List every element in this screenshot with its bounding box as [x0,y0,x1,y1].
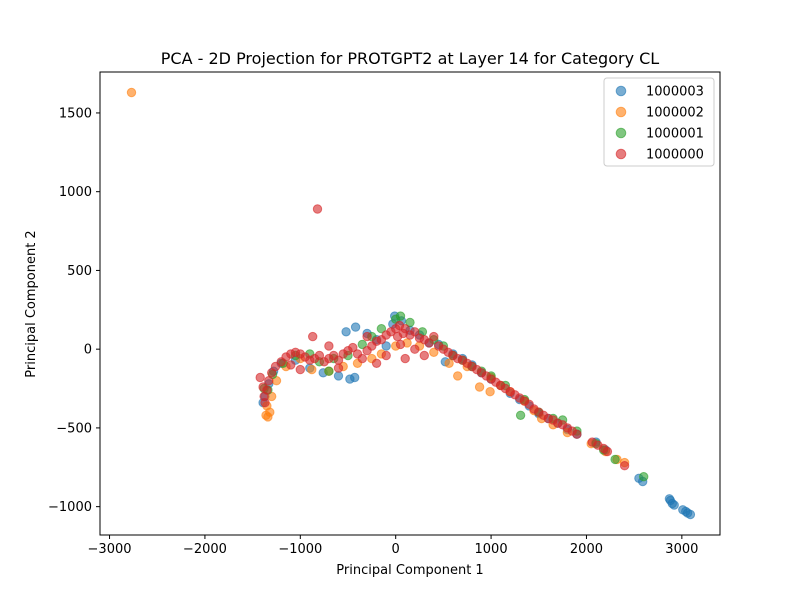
y-tick-label: −1000 [48,500,92,515]
scatter-point [333,371,344,381]
scatter-point [678,505,688,515]
y-tick-label: 500 [67,264,92,279]
x-tick-label: 3000 [665,542,698,557]
scatter-point [602,446,613,457]
scatter-point [341,327,351,337]
scatter-point [395,339,406,350]
scatter-point [400,324,410,334]
y-tick-label: 0 [84,343,92,358]
scatter-point [474,382,485,392]
scatter-point [255,372,265,383]
scatter-point [444,358,454,368]
scatter-point [333,363,344,373]
plot-frame [99,71,721,536]
scatter-point [429,331,439,342]
scatter-point [264,376,274,386]
scatter-point [400,353,410,364]
chart-title: PCA - 2D Projection for PROTGPT2 at Laye… [161,49,660,68]
legend-marker [615,106,627,118]
series-1000003 [258,311,696,520]
scatter-point [424,338,434,348]
scatter-point [262,385,272,395]
scatter-point [610,454,620,465]
scatter-point [485,387,495,397]
y-axis-label: Principal Component 2 [24,230,39,377]
scatter-point [515,410,526,420]
scatter-point [371,358,382,368]
scatter-point [453,371,463,381]
scatter-point [357,339,367,350]
x-tick-label: 2000 [570,542,603,557]
scatter-point [350,372,360,383]
x-tick-label: 0 [392,542,400,557]
scatter-point [357,353,367,364]
series-1000001 [259,311,649,482]
y-tick-label: 1500 [59,106,92,121]
scatter-point [410,327,420,337]
scatter-point [381,350,391,361]
scatter-point [429,347,439,357]
scatter-point [295,364,305,375]
scatter-point [376,324,387,334]
scatter-point [308,331,318,342]
legend-marker [615,127,627,139]
legend-label: 1000002 [646,106,704,121]
scatter-point [350,322,361,332]
scatter-point [381,341,391,351]
scatter-point [324,366,334,376]
scatter-point [619,461,630,471]
scatter-point [419,350,429,361]
legend-box [603,77,715,167]
series-1000000 [255,204,630,471]
legend: 1000003 1000002 1000001 1000000 [603,77,715,167]
y-axis: −1000 −500 0 500 1000 1500 [48,106,100,515]
scatter-point [286,360,296,370]
y-tick-label: 1000 [59,185,92,200]
y-tick-label: −500 [56,421,92,436]
scatter-point [405,317,415,328]
scatter-point [665,495,676,506]
x-tick-label: −2000 [183,542,227,557]
scatter-point [348,342,358,353]
plot-points [126,87,696,520]
scatter-point [362,331,372,342]
scatter-point [685,509,696,520]
scatter-point [260,398,270,408]
legend-marker [615,148,627,160]
legend-label: 1000000 [646,148,704,163]
scatter-point [324,341,334,351]
legend-label: 1000003 [646,85,704,100]
x-tick-label: −1000 [278,542,322,557]
scatter-point [572,429,582,439]
series-1000002 [126,87,630,468]
scatter-point [639,472,649,482]
x-tick-label: −3000 [88,542,132,557]
scatter-point [314,350,325,361]
scatter-point [312,204,323,214]
legend-marker [615,85,627,97]
scatter-point [410,344,420,354]
legend-label: 1000001 [646,127,704,142]
scatter-point [307,364,317,375]
x-tick-label: 1000 [475,542,508,557]
x-axis: −3000 −2000 −1000 0 1000 2000 3000 [88,535,698,557]
scatter-point [126,87,137,98]
x-axis-label: Principal Component 1 [336,563,483,578]
scatter-point [395,311,406,321]
